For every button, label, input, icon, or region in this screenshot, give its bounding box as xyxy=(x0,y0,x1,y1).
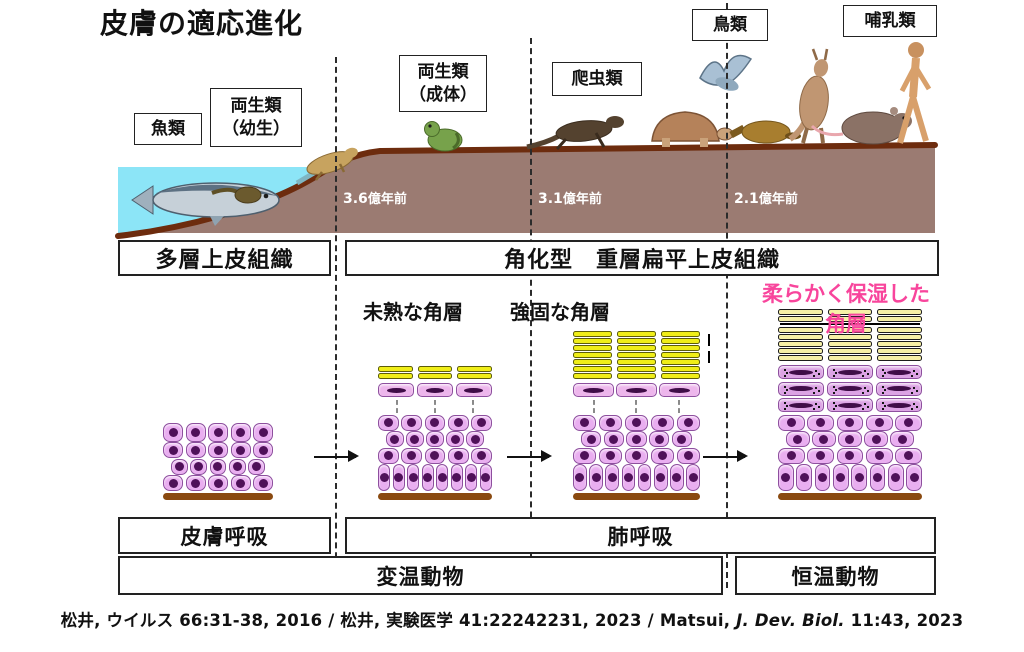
frog-image xyxy=(424,121,463,152)
evolution-arrow-3 xyxy=(703,450,748,463)
era-label-carboniferous: 3.1億年前 xyxy=(538,191,602,207)
evolution-arrow-1 xyxy=(314,450,359,463)
timeline-divider-2 xyxy=(530,38,532,588)
lizard-image xyxy=(526,116,624,151)
salamander-image xyxy=(295,147,358,186)
heading-immature-corneum: 未熟な角層 xyxy=(363,300,463,324)
rat-image xyxy=(810,107,912,145)
epidermis-diagram-reptile xyxy=(573,331,710,500)
epidermis-diagram-fish xyxy=(163,422,273,500)
banner-multilayer-epithelium: 多層上皮組織 xyxy=(118,240,331,276)
heading-rigid-corneum: 強固な角層 xyxy=(510,300,610,324)
banner-homeotherm: 恒温動物 xyxy=(735,556,936,595)
tadpole-image xyxy=(211,186,262,204)
banner-poikilotherm: 変温動物 xyxy=(118,556,723,595)
label-reptile: 爬虫類 xyxy=(552,62,642,96)
banner-lung-respiration: 肺呼吸 xyxy=(345,517,936,554)
timeline-divider-3 xyxy=(726,3,728,588)
epidermis-diagram-mammal xyxy=(778,308,923,500)
label-mammal: 哺乳類 xyxy=(843,5,937,37)
label-bird: 鳥類 xyxy=(692,9,768,41)
era-label-triassic: 2.1億年前 xyxy=(734,191,798,207)
banner-keratinized-epithelium: 角化型 重層扁平上皮組織 xyxy=(345,240,939,276)
label-amphibian-adult: 両生類 （成体） xyxy=(399,55,487,112)
label-fish: 魚類 xyxy=(134,113,202,145)
heading-soft-moist-corneum: 柔らかく保湿した 角層 xyxy=(762,282,930,336)
shoreline-edge xyxy=(115,142,938,239)
evolution-arrow-2 xyxy=(507,450,552,463)
evolution-landscape xyxy=(115,42,938,239)
label-amphibian-larva: 両生類 （幼生） xyxy=(210,88,302,147)
kangaroo-image xyxy=(788,48,829,144)
land xyxy=(118,145,935,236)
epidermis-diagram-amphibian xyxy=(378,366,493,500)
human-image xyxy=(897,42,932,144)
pigeon-image xyxy=(699,54,753,91)
timeline-divider-1 xyxy=(335,57,337,588)
era-label-devonian: 3.6億年前 xyxy=(343,191,407,207)
page-title: 皮膚の適応進化 xyxy=(100,7,304,40)
banner-skin-respiration: 皮膚呼吸 xyxy=(118,517,331,554)
citation: 松井, ウイルス 66:31-38, 2016 / 松井, 実験医学 41:22… xyxy=(60,611,964,630)
turtle-image xyxy=(651,111,734,147)
